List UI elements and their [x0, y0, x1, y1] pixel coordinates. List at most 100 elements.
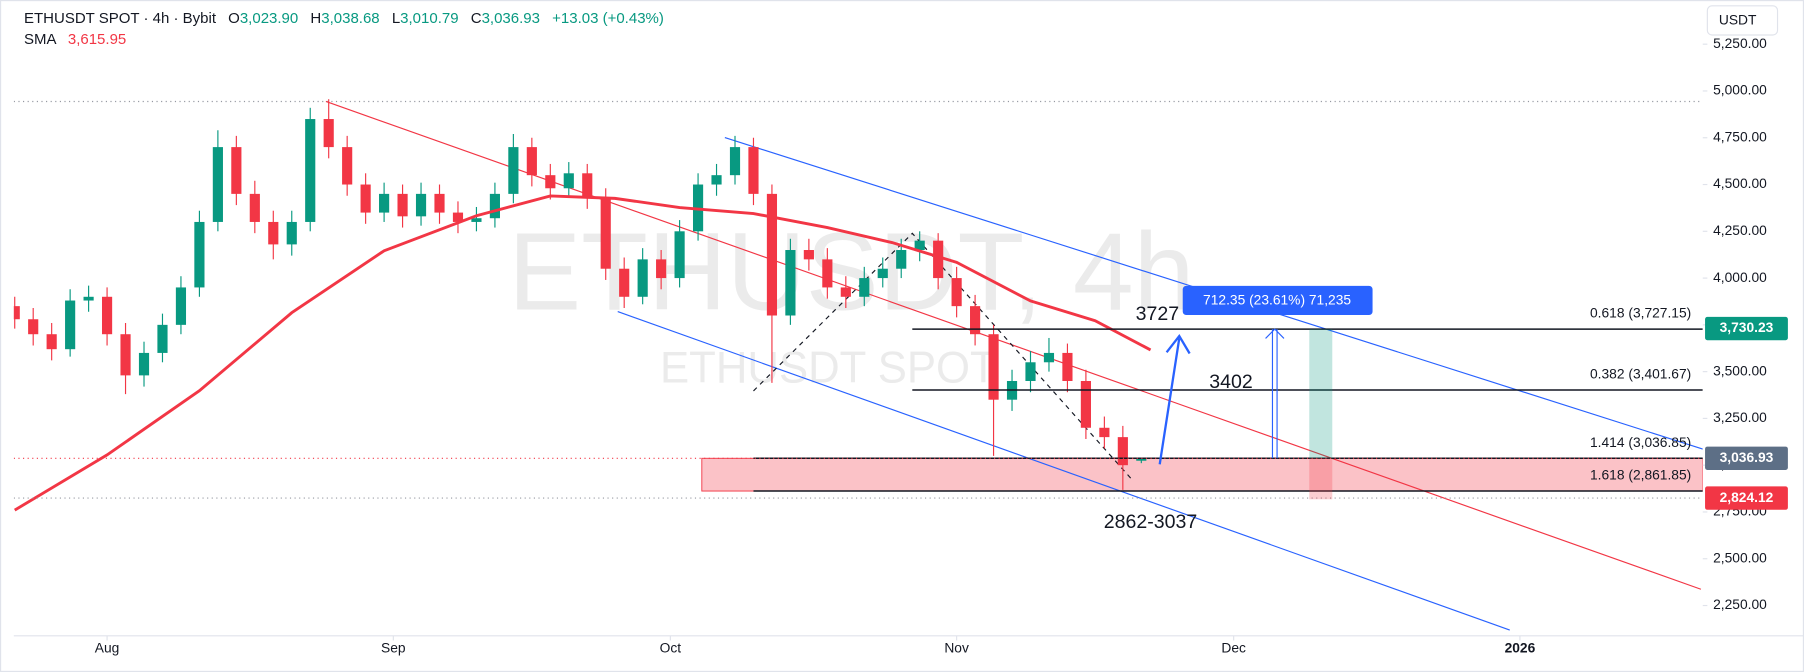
candle-body	[397, 193, 408, 217]
zigzag	[753, 232, 1134, 482]
y-tick-label: 4,250.00	[1713, 222, 1767, 238]
ohlc-label: O	[228, 10, 240, 27]
candle-body	[859, 278, 870, 297]
y-tick-label: 3,250.00	[1713, 409, 1767, 425]
candle-body	[840, 287, 851, 297]
currency: USDT	[1719, 12, 1757, 28]
candle-body	[46, 334, 57, 350]
candle-body	[1117, 437, 1128, 466]
watermark-sub: ETHUSDT SPOT	[660, 343, 997, 392]
candle-body	[877, 268, 888, 279]
candle-body	[13, 306, 20, 320]
candle-body	[434, 193, 445, 213]
measure-arrow	[1265, 328, 1285, 459]
candle-body	[674, 231, 685, 279]
candle-body	[65, 300, 76, 350]
candle-body	[1043, 352, 1055, 363]
candle-body	[379, 193, 390, 213]
candle-body	[951, 278, 962, 307]
indicator-name: SMA	[24, 31, 56, 48]
y-tick-label: 3,500.00	[1713, 362, 1767, 378]
candle-body	[415, 193, 427, 217]
candle-body	[822, 259, 833, 288]
candle-body	[138, 352, 150, 376]
candle-body	[970, 306, 981, 335]
ohlc-value: 3,038.68	[321, 10, 380, 27]
candle-body	[1136, 458, 1147, 461]
candle-body	[803, 250, 814, 260]
candle-body	[988, 334, 999, 400]
ohlc-label: C	[470, 10, 482, 27]
ohlc-value: 3,023.90	[239, 10, 299, 27]
candle-body	[194, 221, 205, 288]
y-tick-label: 4,750.00	[1713, 128, 1767, 144]
candle-body	[766, 193, 778, 316]
currency-box[interactable]	[1706, 5, 1779, 36]
candle-body	[711, 175, 722, 185]
candle-body	[1025, 362, 1036, 381]
price-tag	[1705, 446, 1788, 470]
support-zone	[701, 457, 1703, 492]
candle-body	[101, 296, 113, 335]
y-tick-label: 5,000.00	[1713, 82, 1767, 98]
x-tick-label: Oct	[660, 639, 682, 655]
candle-body	[748, 147, 759, 194]
watermark: ETHUSDT, 4h	[508, 210, 1194, 334]
candle-body	[452, 212, 464, 222]
projection-up	[1309, 329, 1333, 459]
x-tick-label: Nov	[944, 639, 969, 655]
candle-body	[231, 147, 242, 194]
y-tick-label: 2,500.00	[1713, 549, 1767, 565]
candle-body	[249, 193, 260, 222]
price-tag	[1705, 486, 1788, 510]
price-tag-label: 2,824.12	[1720, 489, 1774, 505]
y-tick-label: 5,250.00	[1713, 35, 1767, 51]
sma-line	[13, 194, 1152, 512]
ohlc-label: L	[391, 10, 401, 27]
candle-body	[729, 147, 741, 176]
fib-label: 1.414 (3,036.85)	[1590, 434, 1691, 450]
indicator-row: SMA 3,615.95	[24, 29, 664, 50]
trendline	[617, 311, 1510, 631]
target-arrow	[1158, 333, 1191, 465]
fib-label: 0.618 (3,727.15)	[1590, 305, 1691, 321]
header: ETHUSDT SPOT · 4h · Bybit O3,023.90 H3,0…	[24, 8, 664, 50]
annotation: 2862-3037	[1104, 511, 1197, 533]
candle-body	[120, 334, 131, 376]
price-tag-label: 3,036.93	[1720, 449, 1774, 465]
candle-body	[526, 147, 537, 176]
candle-body	[83, 296, 94, 301]
candle-body	[563, 173, 574, 189]
annotation: 3727	[1136, 303, 1180, 325]
candle-body	[157, 324, 168, 353]
ohlc-label: H	[310, 10, 322, 27]
y-tick-label: 4,000.00	[1713, 269, 1767, 285]
candle-body	[305, 119, 316, 222]
y-tick-label: 4,500.00	[1713, 175, 1767, 191]
candle-body	[471, 218, 482, 222]
candle-body	[600, 197, 611, 269]
candle-body	[508, 147, 519, 194]
ohlc-value: 3,036.93	[481, 10, 540, 27]
fib-label: 0.382 (3,401.67)	[1590, 365, 1691, 381]
candle-body	[323, 119, 334, 148]
candle-body	[933, 240, 944, 279]
candle-body	[360, 184, 371, 213]
candle-body	[1062, 352, 1073, 381]
candle-body	[1080, 380, 1091, 428]
measure-box	[1182, 285, 1373, 315]
x-tick-label: Dec	[1221, 639, 1246, 655]
candle-body	[286, 221, 297, 245]
candle-body	[656, 259, 667, 279]
candle-body	[914, 240, 925, 251]
x-tick-label: Aug	[95, 639, 120, 655]
x-tick-label: 2026	[1505, 639, 1536, 655]
measure-label: 712.35 (23.61%) 71,235	[1203, 292, 1351, 308]
candle-body	[896, 250, 907, 269]
projection-down	[1309, 458, 1333, 500]
change: +13.03 (+0.43%)	[552, 10, 664, 27]
header-row: ETHUSDT SPOT · 4h · Bybit O3,023.90 H3,0…	[24, 8, 664, 29]
